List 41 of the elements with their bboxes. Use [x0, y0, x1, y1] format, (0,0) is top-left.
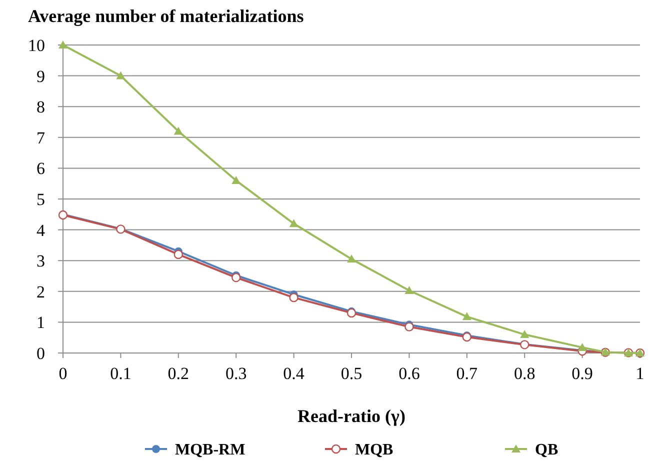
- x-tick-label: 1: [636, 364, 644, 383]
- y-tick-label: 0: [36, 344, 45, 363]
- y-tick-label: 7: [36, 128, 46, 148]
- chart-title: Average number of materializations: [28, 6, 304, 26]
- point: [174, 126, 183, 135]
- point: [347, 254, 356, 263]
- x-tick-label: 0.1: [110, 364, 132, 383]
- y-tick-label: 9: [36, 66, 45, 86]
- legend-label: QB: [535, 442, 558, 459]
- x-tick-label: 0.6: [398, 364, 420, 383]
- x-axis-title: Read-ratio (γ): [298, 406, 406, 426]
- x-tick-label: 0.4: [283, 364, 305, 383]
- y-tick-label: 6: [36, 159, 45, 178]
- y-tick-label: 8: [36, 98, 45, 117]
- y-tick-label: 5: [36, 190, 45, 209]
- y-tick-label: 2: [36, 282, 45, 302]
- y-tick-label: 1: [36, 313, 45, 332]
- point: [346, 308, 356, 318]
- x-tick-label: 0.3: [225, 364, 247, 383]
- point: [404, 286, 414, 294]
- legend-label: MQB: [355, 442, 394, 459]
- point: [174, 250, 183, 260]
- x-tick-label: 0.8: [514, 364, 536, 383]
- point: [520, 330, 530, 338]
- point: [232, 272, 241, 282]
- point: [116, 71, 126, 80]
- point: [404, 322, 414, 332]
- x-tick-label: 0: [58, 364, 68, 383]
- point: [578, 342, 587, 351]
- point: [289, 292, 298, 302]
- point: [289, 219, 298, 228]
- y-tick-label: 4: [36, 220, 46, 240]
- x-tick-label: 0.7: [456, 364, 478, 383]
- y-tick-label: 3: [36, 252, 45, 271]
- x-tick-label: 0.2: [168, 364, 190, 383]
- legend-label: MQB-RM: [175, 442, 246, 459]
- point: [462, 332, 472, 342]
- y-tick-label: 10: [28, 36, 45, 55]
- x-tick-label: 0.5: [340, 364, 362, 383]
- point: [462, 312, 472, 320]
- x-tick-label: 0.9: [572, 364, 593, 383]
